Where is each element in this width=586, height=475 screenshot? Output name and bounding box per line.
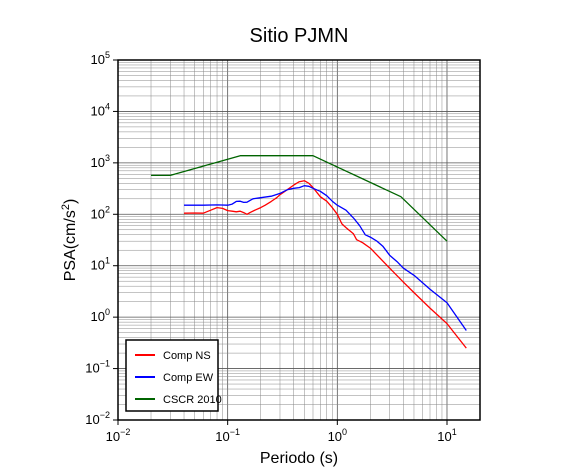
y-tick-label: 103	[91, 153, 110, 170]
series-lines	[151, 155, 467, 349]
legend-label: Comp EW	[163, 372, 214, 384]
x-tick-label: 101	[437, 427, 456, 444]
y-tick-label: 10−2	[85, 410, 110, 427]
x-axis-label: Periodo (s)	[260, 450, 338, 467]
x-axis-ticks: 10−2 10−1 100 101	[106, 420, 457, 444]
grid-lines	[117, 59, 481, 421]
legend-label: Comp NS	[163, 350, 211, 362]
y-axis-label: PSA(cm/s2)	[60, 199, 79, 282]
legend: Comp NS Comp EW CSCR 2010	[125, 339, 222, 412]
y-tick-label: 104	[91, 101, 110, 118]
series-line-comp-ew	[184, 185, 467, 331]
y-axis-label-tail: )	[62, 199, 79, 204]
series-line-cscr-2010	[151, 155, 448, 242]
y-axis-ticks: 10−2 10−1 100 101 102 103 104 105	[85, 50, 118, 427]
x-tick-label: 10−2	[106, 427, 131, 444]
chart-title: Sitio PJMN	[250, 25, 349, 47]
y-tick-label: 100	[91, 307, 110, 324]
y-tick-label: 10−1	[85, 359, 110, 376]
plot-frame	[117, 59, 481, 421]
series-line-comp-ns	[183, 180, 467, 349]
y-axis-label-base: PSA(cm/s	[62, 210, 79, 281]
y-tick-label: 105	[91, 50, 110, 67]
y-tick-label: 101	[91, 256, 110, 273]
x-tick-label: 10−1	[215, 427, 240, 444]
legend-entries: Comp NS Comp EW CSCR 2010	[135, 350, 222, 406]
legend-label: CSCR 2010	[163, 394, 222, 406]
y-axis-label-exp: 2	[60, 204, 72, 210]
y-tick-label: 102	[91, 204, 110, 221]
x-tick-label: 100	[328, 427, 347, 444]
